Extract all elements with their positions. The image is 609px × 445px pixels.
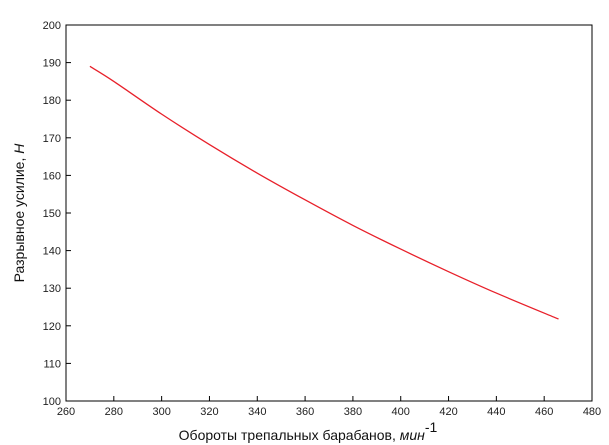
y-tick-label: 140 xyxy=(43,246,61,258)
y-axis-ticks: 100 110 120 130 140 150 160 170 180 190 200 xyxy=(43,20,71,408)
y-tick-label: 170 xyxy=(43,133,61,145)
y-tick-label: 180 xyxy=(43,95,61,107)
y-tick-label: 160 xyxy=(43,170,61,182)
y-tick-label: 190 xyxy=(43,58,61,70)
x-axis-title-exponent: -1 xyxy=(425,419,438,435)
y-tick-label: 110 xyxy=(43,358,61,370)
x-axis-ticks: 260 280 300 320 340 360 380 400 420 440 460 480 xyxy=(57,396,601,418)
series-line xyxy=(89,65,559,320)
y-tick-label: 100 xyxy=(43,396,61,408)
y-axis-title-main: Разрывное усилие, xyxy=(11,154,27,283)
series-layer xyxy=(89,65,559,320)
x-tick-label: 480 xyxy=(583,406,601,418)
y-tick-label: 150 xyxy=(43,208,61,220)
x-tick-label: 400 xyxy=(392,406,410,418)
x-tick-label: 340 xyxy=(248,406,266,418)
x-axis-title: Обороты трепальных барабанов, мин-1 xyxy=(179,419,438,443)
x-tick-label: 320 xyxy=(200,406,218,418)
x-tick-label: 360 xyxy=(296,406,314,418)
y-axis-title-unit: Н xyxy=(11,143,27,154)
x-axis-title-unit: мин xyxy=(400,427,425,443)
x-tick-label: 460 xyxy=(535,406,553,418)
x-tick-label: 420 xyxy=(439,406,457,418)
y-tick-label: 130 xyxy=(43,283,61,295)
y-tick-label: 120 xyxy=(43,321,61,333)
y-axis-title: Разрывное усилие, Н xyxy=(11,143,27,283)
x-tick-label: 260 xyxy=(57,406,75,418)
x-tick-label: 380 xyxy=(344,406,362,418)
x-axis-title-main: Обороты трепальных барабанов, xyxy=(179,427,400,443)
x-tick-label: 440 xyxy=(487,406,505,418)
x-tick-label: 280 xyxy=(105,406,123,418)
x-tick-label: 300 xyxy=(152,406,170,418)
y-tick-label: 200 xyxy=(43,20,61,32)
